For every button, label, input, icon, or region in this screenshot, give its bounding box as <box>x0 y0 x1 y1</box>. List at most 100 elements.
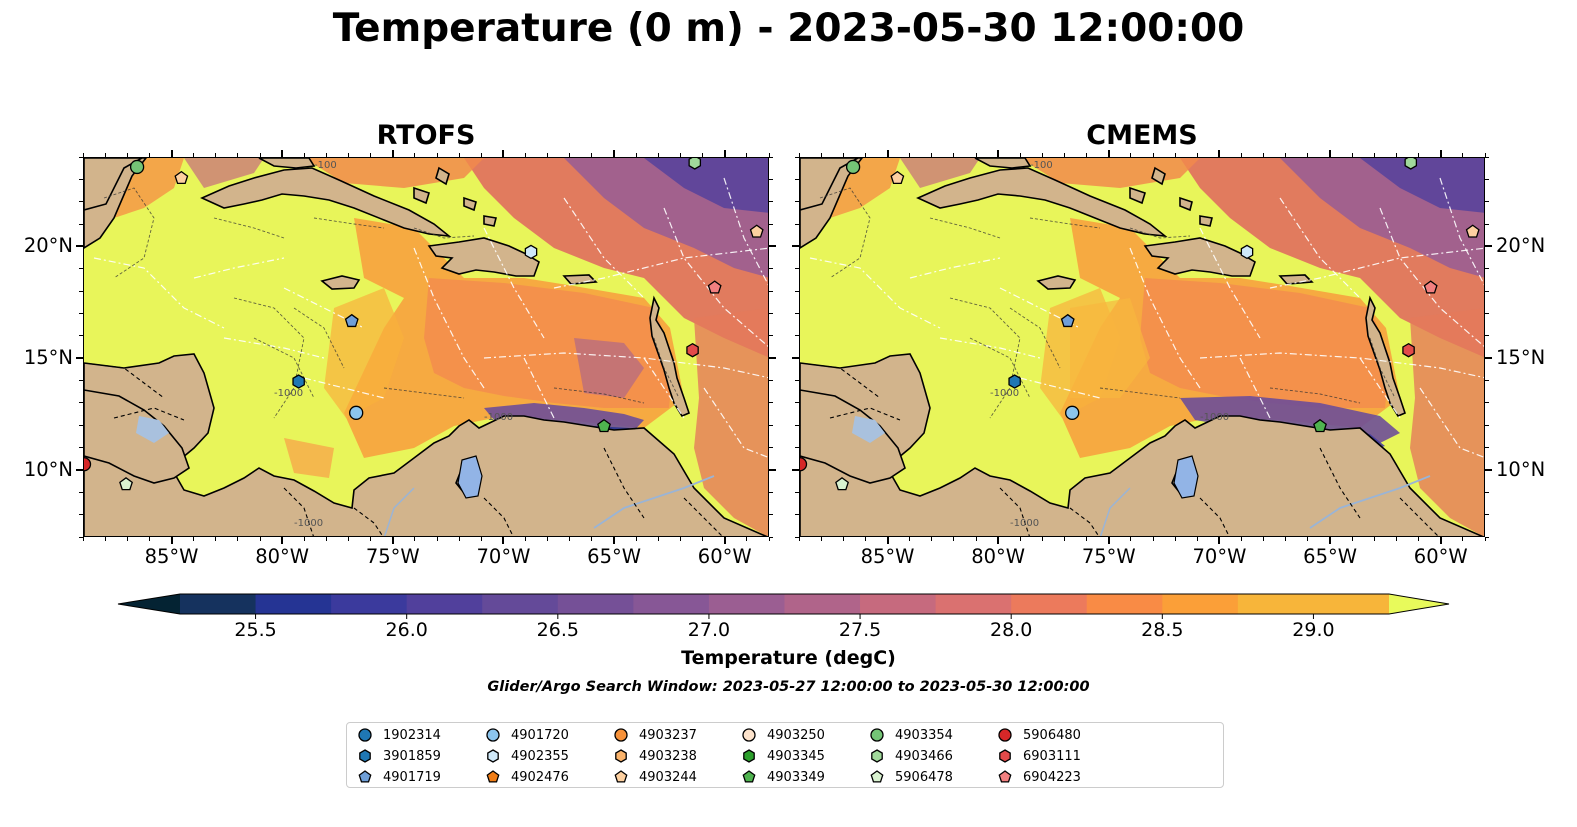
legend-item-4903345: 4903345 <box>741 746 825 766</box>
lake-nicaragua <box>136 416 169 443</box>
lat-minor-tick <box>79 335 83 337</box>
lon-minor-tick <box>1108 153 1110 157</box>
lon-minor-tick <box>281 537 283 541</box>
colorbar-segment <box>180 594 257 614</box>
float-marker-3901859 <box>1008 374 1021 389</box>
legend-marker-pentagon-icon <box>358 770 372 783</box>
lon-tick-label: 85°W <box>144 545 199 568</box>
lon-minor-tick <box>237 537 239 541</box>
lon-minor-tick <box>215 537 217 541</box>
colorbar <box>117 593 1450 619</box>
lon-minor-tick <box>348 153 350 157</box>
lon-minor-tick <box>1064 537 1066 541</box>
lon-minor-tick <box>931 153 933 157</box>
legend-item-6904223: 6904223 <box>997 767 1081 787</box>
lon-minor-tick <box>1241 153 1243 157</box>
lon-minor-tick <box>1218 153 1220 157</box>
lon-minor-tick <box>281 153 283 157</box>
lat-minor-tick <box>795 312 799 314</box>
lon-minor-tick <box>193 153 195 157</box>
colorbar-tick-label: 25.5 <box>234 619 277 641</box>
lon-minor-tick <box>569 153 571 157</box>
lon-minor-tick <box>303 537 305 541</box>
legend-label: 6903111 <box>1023 748 1081 764</box>
colorbar-extend-high <box>1389 594 1449 614</box>
legend-label: 4903250 <box>767 727 825 743</box>
lon-minor-tick <box>1196 537 1198 541</box>
legend-item-1902314: 1902314 <box>357 725 441 745</box>
colorbar-segment <box>784 594 861 614</box>
lat-minor-tick <box>769 290 773 292</box>
float-marker-4902355 <box>524 244 538 260</box>
colorbar-tick-label: 26.5 <box>536 619 579 641</box>
float-marker-5906478 <box>119 477 133 491</box>
lon-tick-label: 65°W <box>587 545 642 568</box>
lat-minor-tick <box>769 514 773 516</box>
float-marker-4901720 <box>1065 405 1080 420</box>
lon-minor-tick <box>657 537 659 541</box>
lat-minor-tick <box>795 156 799 158</box>
float-marker-4903244 <box>890 170 905 185</box>
colorbar-segment <box>860 594 937 614</box>
legend-marker-hexagon-icon <box>871 749 883 763</box>
lat-minor-tick <box>795 402 799 404</box>
lat-minor-tick <box>795 380 799 382</box>
legend-label: 6904223 <box>1023 769 1081 785</box>
legend-item-4903238: 4903238 <box>613 746 697 766</box>
lon-tick-label: 85°W <box>860 545 915 568</box>
colorbar-label: Temperature (degC) <box>681 647 896 669</box>
lon-minor-tick <box>953 153 955 157</box>
float-marker-4901720 <box>349 405 364 420</box>
lon-minor-tick <box>953 537 955 541</box>
land-bahamas <box>1129 166 1213 227</box>
lon-minor-tick <box>1351 153 1353 157</box>
lon-minor-tick <box>1373 153 1375 157</box>
lat-tick <box>792 357 799 360</box>
figure-title: Temperature (0 m) - 2023-05-30 12:00:00 <box>332 6 1245 51</box>
lat-minor-tick <box>79 290 83 292</box>
lon-minor-tick <box>1263 537 1265 541</box>
lat-minor-tick <box>795 536 799 538</box>
legend-label: 4903345 <box>767 748 825 764</box>
lat-minor-tick <box>1485 201 1489 203</box>
legend-item-4903237: 4903237 <box>613 725 697 745</box>
lon-minor-tick <box>1484 153 1486 157</box>
lon-minor-tick <box>525 153 527 157</box>
lon-minor-tick <box>458 153 460 157</box>
float-marker-6904223 <box>707 280 722 294</box>
bathy-label: -1000 <box>274 388 303 399</box>
lat-tick <box>1485 468 1492 471</box>
lon-minor-tick <box>613 537 615 541</box>
land-hispaniola <box>427 237 540 277</box>
lon-minor-tick <box>148 537 150 541</box>
lon-minor-tick <box>1174 537 1176 541</box>
lon-tick-label: 60°W <box>697 545 752 568</box>
lat-tick <box>1485 245 1492 248</box>
float-marker-4903349 <box>597 418 611 433</box>
lon-minor-tick <box>237 153 239 157</box>
colorbar-tick-label: 27.0 <box>687 619 731 641</box>
lon-minor-tick <box>569 537 571 541</box>
lat-tick-label: 10°N <box>23 457 73 481</box>
lon-minor-tick <box>1019 537 1021 541</box>
lon-minor-tick <box>82 537 84 541</box>
map-cmems[interactable]: -1000 -1000 -1000 -100 <box>799 157 1485 537</box>
lon-minor-tick <box>148 153 150 157</box>
float-marker-4901719 <box>1060 313 1075 328</box>
lat-minor-tick <box>1485 156 1489 158</box>
legend-label: 4903466 <box>895 748 953 764</box>
colorbar-segment <box>1237 594 1314 614</box>
lat-minor-tick <box>795 290 799 292</box>
land-cuba <box>916 167 1168 238</box>
bathy-label: -1000 <box>1010 518 1039 529</box>
lat-tick <box>792 468 799 471</box>
lon-minor-tick <box>724 537 726 541</box>
lat-tick <box>769 357 776 360</box>
map-rtofs[interactable]: -1000 -1000 -1000 -100 <box>83 157 769 537</box>
lon-minor-tick <box>1152 153 1154 157</box>
lat-minor-tick <box>1485 491 1489 493</box>
lon-minor-tick <box>909 153 911 157</box>
legend-marker-hexagon-icon <box>359 749 371 763</box>
lat-minor-tick <box>79 491 83 493</box>
lon-minor-tick <box>798 153 800 157</box>
